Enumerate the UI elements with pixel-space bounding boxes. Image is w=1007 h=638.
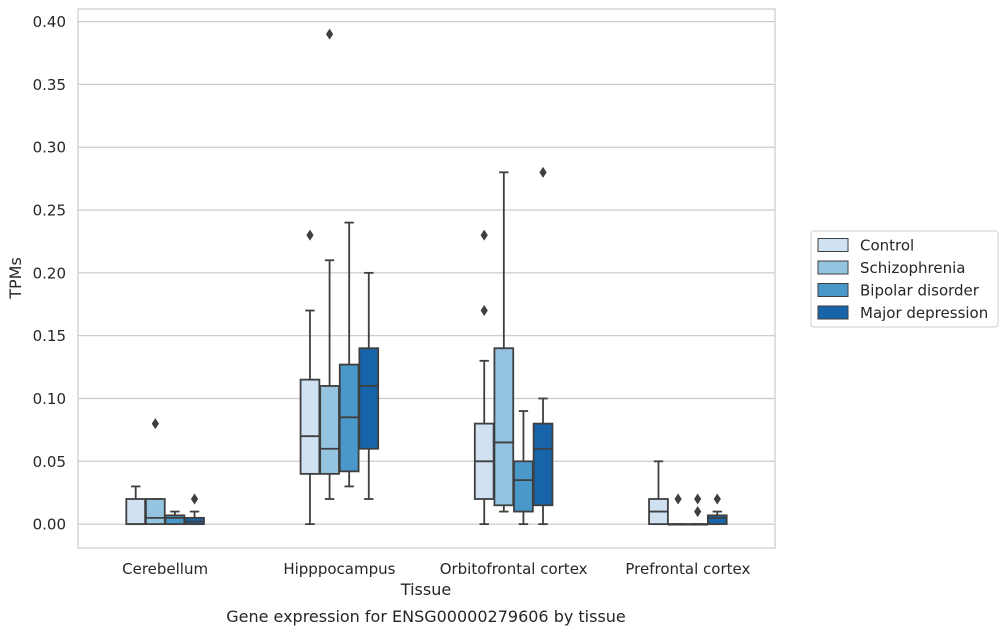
legend: Control Schizophrenia Bipolar disorder Majo… <box>810 230 999 328</box>
legend-label: Schizophrenia <box>860 259 965 277</box>
box-body <box>358 347 380 450</box>
y-tick-label: 0.40 <box>33 13 66 31</box>
outlier-point <box>151 418 159 430</box>
box-body <box>299 378 321 475</box>
x-tick-label: Prefrontal cortex <box>625 560 750 578</box>
box-body <box>145 498 166 526</box>
box-body <box>706 514 728 526</box>
box-mark <box>687 493 708 526</box>
outlier-point <box>674 493 682 505</box>
box-body <box>125 498 147 526</box>
box-mark <box>648 460 669 526</box>
plot-frame <box>77 8 776 549</box>
outlier-point <box>713 493 721 505</box>
box-mark <box>358 271 380 500</box>
box-body <box>532 422 554 507</box>
box-mark <box>125 485 147 526</box>
outlier-point <box>190 493 199 505</box>
legend-swatch <box>817 260 849 275</box>
outlier-point <box>694 506 702 518</box>
box-body <box>513 460 534 513</box>
legend-label: Bipolar disorder <box>860 282 980 300</box>
y-tick-label: 0.35 <box>33 76 66 94</box>
box-mark <box>706 493 728 526</box>
y-tick-label: 0.15 <box>33 327 66 345</box>
box-body <box>164 514 186 526</box>
outlier-point <box>694 493 702 505</box>
y-tick-label: 0.25 <box>33 202 66 220</box>
x-tick-label: Orbitofrontal cortex <box>440 560 588 578</box>
box-mark <box>338 221 360 488</box>
y-tick-label: 0.20 <box>33 264 66 282</box>
box-mark <box>473 229 495 526</box>
x-tick-labels: Cerebellum Hipppocampus Orbitofrontal cort… <box>122 560 750 578</box>
y-tick-label: 0.10 <box>33 390 66 408</box>
y-axis-label: TPMs <box>6 257 25 300</box>
legend-label: Major depression <box>860 304 988 322</box>
y-tick-label: 0.30 <box>33 139 66 157</box>
outlier-point <box>325 28 334 40</box>
box-mark <box>164 510 186 526</box>
y-tick-label: 0.00 <box>33 516 66 534</box>
box-mark <box>532 166 554 526</box>
box-series <box>125 28 728 526</box>
outlier-point <box>480 305 488 317</box>
x-tick-label: Cerebellum <box>122 560 208 578</box>
outlier-point <box>539 166 547 178</box>
box-mark <box>299 229 321 526</box>
box-mark <box>493 171 515 513</box>
box-mark <box>513 410 534 526</box>
legend-label: Control <box>860 237 914 255</box>
box-mark <box>145 418 166 526</box>
box-body <box>493 347 515 507</box>
legend-swatch <box>817 238 849 252</box>
x-axis-label: Tissue <box>400 580 451 599</box>
box-mark <box>184 493 205 526</box>
legend-swatch <box>817 283 849 297</box>
y-tick-labels: 0.00 0.05 0.10 0.15 0.20 0.25 0.30 0.35 0.40 <box>33 13 66 534</box>
y-tick-label: 0.05 <box>33 453 66 471</box>
legend-frame <box>810 230 999 328</box>
outlier-point <box>306 229 314 241</box>
x-tick-label: Hipppocampus <box>283 560 395 578</box>
outlier-point <box>480 229 488 241</box>
legend-swatch <box>817 305 849 320</box>
chart-title: Gene expression for ENSG00000279606 by t… <box>226 607 626 626</box>
box-body <box>319 385 340 475</box>
